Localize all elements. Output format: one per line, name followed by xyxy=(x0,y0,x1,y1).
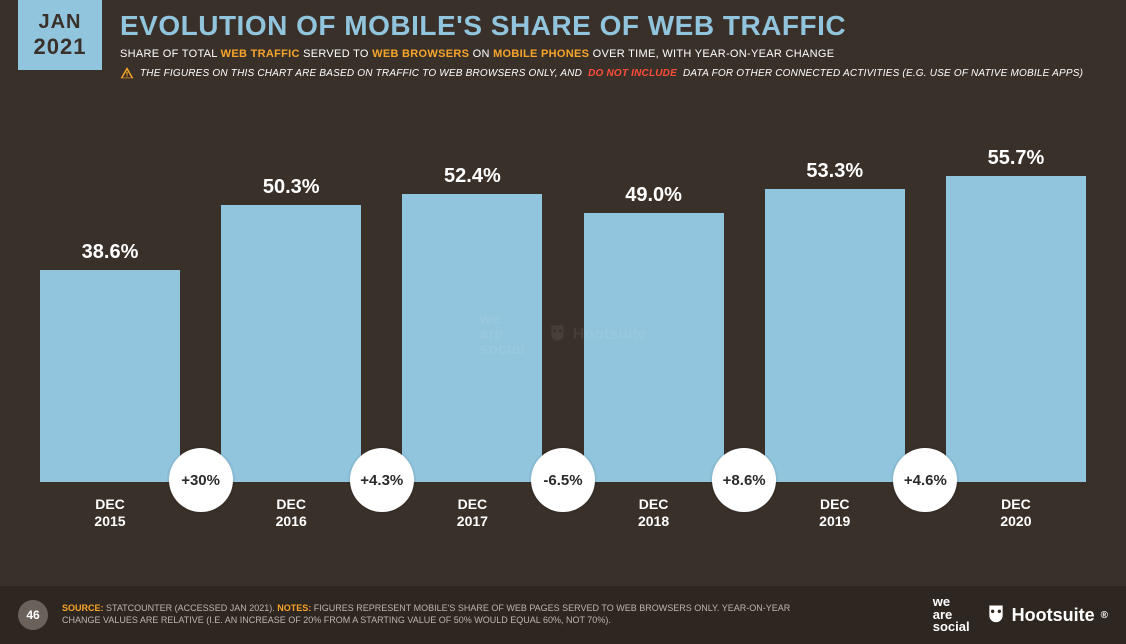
bar-category-label: DEC2018 xyxy=(638,496,669,530)
bar-rect xyxy=(946,176,1086,482)
source-label: SOURCE: xyxy=(62,603,104,613)
bar-category-label: DEC2016 xyxy=(276,496,307,530)
bar-rect xyxy=(765,189,905,482)
bar-category-label: DEC2017 xyxy=(457,496,488,530)
source-text: STATCOUNTER (ACCESSED JAN 2021). xyxy=(104,603,278,613)
yoy-change-badge: +30% xyxy=(169,448,233,512)
warning-note: THE FIGURES ON THIS CHART ARE BASED ON T… xyxy=(120,66,1106,80)
title-block: EVOLUTION OF MOBILE'S SHARE OF WEB TRAFF… xyxy=(120,10,1106,80)
yoy-change-badge: +8.6% xyxy=(712,448,776,512)
bar-category-label: DEC2015 xyxy=(94,496,125,530)
brand-reg: ® xyxy=(1101,610,1108,621)
brand-hootsuite: Hootsuite ® xyxy=(986,603,1108,628)
yoy-change-badge: +4.6% xyxy=(893,448,957,512)
date-badge: JAN 2021 xyxy=(18,0,102,70)
bar-rect xyxy=(402,194,542,482)
bars-container: 38.6%DEC2015 50.3%DEC2016 52.4%DEC2017 49.0… xyxy=(40,152,1086,482)
subtitle-highlight: WEB TRAFFIC xyxy=(221,48,300,60)
bar-column: 50.3%DEC2016 xyxy=(221,176,361,482)
note-text-before: THE FIGURES ON THIS CHART ARE BASED ON T… xyxy=(140,68,582,79)
notes-label: NOTES: xyxy=(277,603,311,613)
date-badge-month: JAN xyxy=(18,11,102,34)
bar-column: 49.0%DEC2018 xyxy=(584,184,724,483)
subtitle-segment: SERVED TO xyxy=(300,48,372,60)
note-text-emphasis: DO NOT INCLUDE xyxy=(588,68,677,79)
bar-value-label: 52.4% xyxy=(444,165,501,188)
bar-value-label: 55.7% xyxy=(988,147,1045,170)
bar-column: 52.4%DEC2017 xyxy=(402,165,542,482)
bar-category-label: DEC2019 xyxy=(819,496,850,530)
subtitle-highlight: WEB BROWSERS xyxy=(372,48,469,60)
subtitle-segment: ON xyxy=(469,48,493,60)
subtitle-highlight: MOBILE PHONES xyxy=(493,48,589,60)
bar-value-label: 49.0% xyxy=(625,184,682,207)
footer-brands: we are social Hootsuite ® xyxy=(933,596,1108,633)
bar-category-label: DEC2020 xyxy=(1000,496,1031,530)
bar-chart: 38.6%DEC201550.3%DEC201652.4%DEC201749.0… xyxy=(40,130,1086,530)
bar-column: 55.7%DEC2020 xyxy=(946,147,1086,482)
yoy-change-badge: -6.5% xyxy=(531,448,595,512)
bar-rect xyxy=(40,270,180,482)
brand-text: Hootsuite xyxy=(1012,605,1095,626)
footer-source-notes: SOURCE: STATCOUNTER (ACCESSED JAN 2021).… xyxy=(62,603,802,626)
date-badge-year: 2021 xyxy=(18,34,102,60)
yoy-change-badge: +4.3% xyxy=(350,448,414,512)
subtitle-segment: OVER TIME, WITH YEAR-ON-YEAR CHANGE xyxy=(589,48,834,60)
page-number-badge: 46 xyxy=(18,600,48,630)
footer: 46 SOURCE: STATCOUNTER (ACCESSED JAN 202… xyxy=(0,586,1126,644)
bar-value-label: 50.3% xyxy=(263,176,320,199)
page-title: EVOLUTION OF MOBILE'S SHARE OF WEB TRAFF… xyxy=(120,10,1106,42)
warning-icon xyxy=(120,66,134,80)
bar-value-label: 38.6% xyxy=(82,241,139,264)
bar-value-label: 53.3% xyxy=(806,160,863,183)
owl-icon xyxy=(986,603,1006,628)
bar-rect xyxy=(584,213,724,483)
brand-text: social xyxy=(933,621,970,633)
subtitle-segment: SHARE OF TOTAL xyxy=(120,48,221,60)
page-subtitle: SHARE OF TOTAL WEB TRAFFIC SERVED TO WEB… xyxy=(120,48,1106,60)
bar-rect xyxy=(221,205,361,482)
brand-wearesocial: we are social xyxy=(933,596,970,633)
bar-column: 38.6%DEC2015 xyxy=(40,241,180,482)
bar-column: 53.3%DEC2019 xyxy=(765,160,905,482)
note-text-after: DATA FOR OTHER CONNECTED ACTIVITIES (E.G… xyxy=(683,68,1083,79)
